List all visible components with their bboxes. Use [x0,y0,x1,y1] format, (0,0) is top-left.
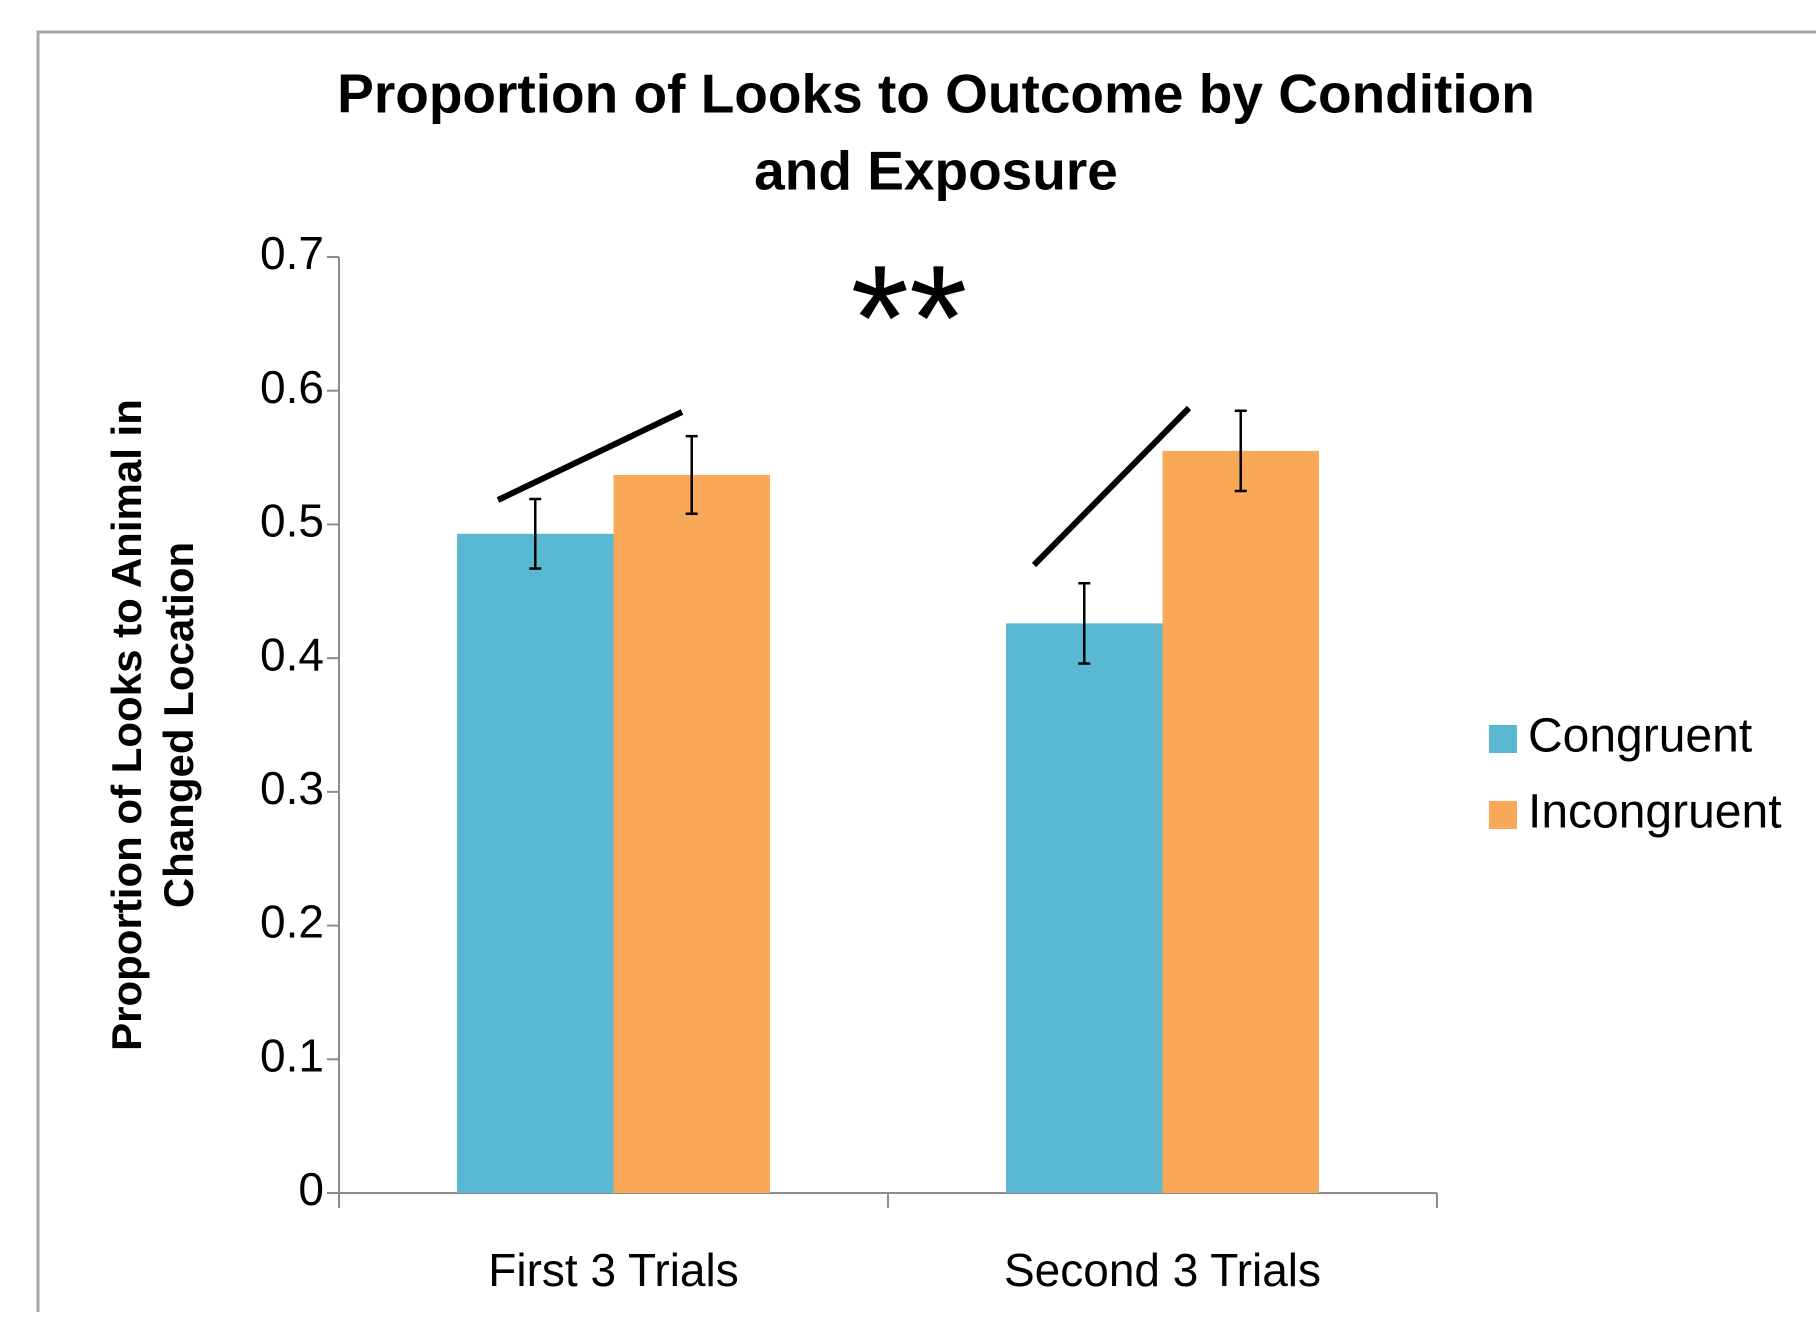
legend-label: Incongruent [1528,786,1782,839]
y-tick-label: 0.6 [260,361,324,413]
error-bar [529,497,542,570]
y-axis-label-line: Proportion of Looks to Animal in [103,399,150,1051]
y-axis-label-line: Changed Location [155,542,202,908]
comparison-line [1031,405,1192,568]
legend-label: Congruent [1528,710,1752,763]
y-tick-label: 0.2 [260,896,324,948]
chart-title: and Exposure [754,140,1118,202]
error-bar [685,434,698,515]
bar [457,533,614,1193]
bar [613,474,770,1193]
comparison-line [496,409,684,503]
y-tick-label: 0 [298,1163,324,1215]
chart-frame [36,30,1816,1317]
legend-swatch [1489,725,1517,753]
chart-title: Proportion of Looks to Outcome by Condit… [337,63,1535,125]
bar [1162,450,1319,1193]
x-tick-label: Second 3 Trials [1004,1244,1321,1296]
y-axis-label: Proportion of Looks to Animal in Changed… [103,399,202,1051]
error-bar [1078,582,1091,665]
y-tick-label: 0.4 [260,628,324,680]
significance-annotation: ** [851,234,968,402]
y-tick-label: 0.3 [260,762,324,814]
y-tick-label: 0.5 [260,495,324,547]
error-bar [1234,409,1247,493]
y-tick-label: 0.7 [260,227,324,279]
legend-swatch [1489,801,1517,829]
y-tick-label: 0.1 [260,1029,324,1081]
x-tick-label: First 3 Trials [488,1244,738,1296]
bar [1006,623,1163,1193]
